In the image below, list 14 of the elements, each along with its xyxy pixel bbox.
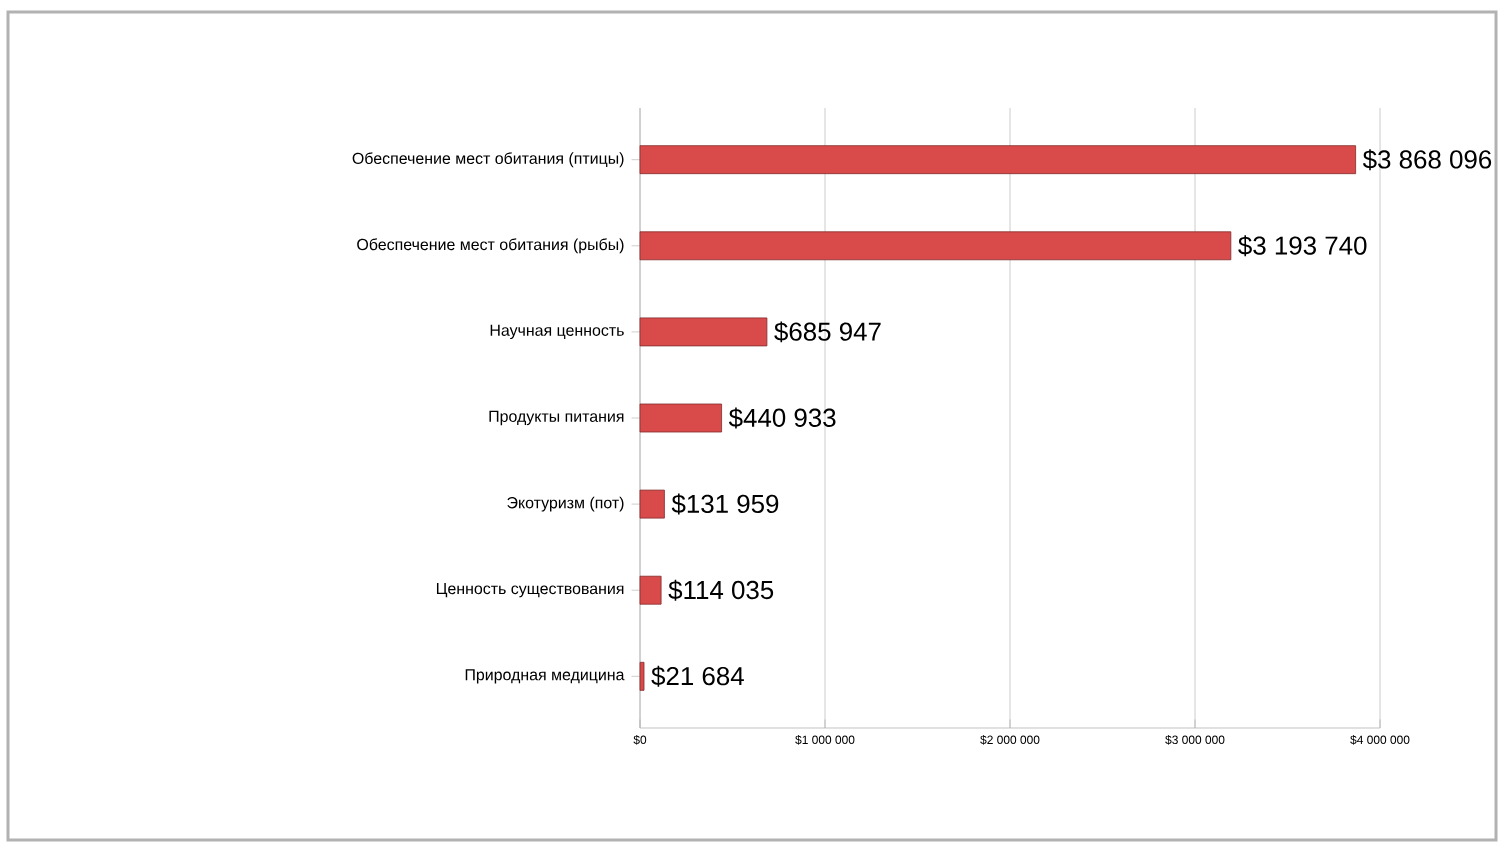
bar (639, 145, 1357, 175)
bar (639, 317, 768, 347)
data-label: $21 684 (651, 665, 744, 687)
bar (639, 575, 662, 605)
data-label: $3 193 740 (1238, 235, 1367, 257)
bar (639, 231, 1232, 261)
data-label: $3 868 096 (1362, 149, 1492, 171)
data-label: $685 947 (774, 321, 881, 343)
data-label: $440 933 (728, 407, 836, 429)
data-label: $114 035 (668, 579, 774, 601)
bar (639, 489, 665, 519)
data-label: $131 959 (671, 493, 779, 515)
bar (639, 403, 722, 433)
bar (639, 661, 645, 691)
